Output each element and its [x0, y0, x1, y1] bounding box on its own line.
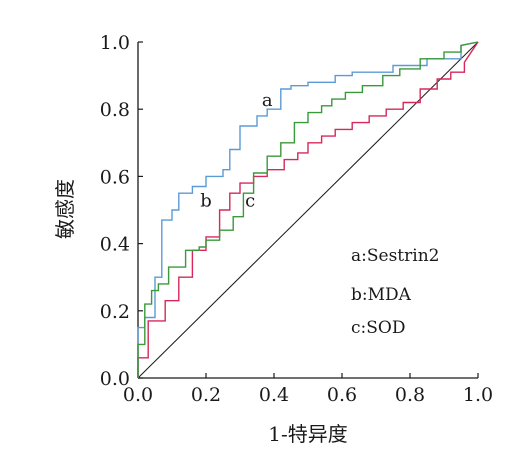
roc-curves [137, 41, 479, 379]
y-tick-label: 0.0 [100, 368, 130, 390]
reference-diagonal [137, 41, 479, 379]
curve-label-b: b [200, 191, 212, 212]
legend: a:Sestrin2 b:MDA c:SOD [351, 246, 439, 338]
y-tick-label: 0.6 [100, 166, 130, 188]
series-c-line [137, 41, 479, 378]
x-tick-label: 0.8 [395, 384, 425, 406]
curve-label-a: a [262, 90, 273, 111]
x-tick-label: 0.4 [259, 384, 289, 406]
curve-label-c: c [245, 191, 255, 212]
x-tick-label: 0.0 [123, 384, 153, 406]
x-axis-title: 1-特异度 [268, 422, 347, 446]
y-tick-label: 0.8 [100, 99, 130, 121]
y-tick-label: 0.4 [100, 234, 130, 256]
x-tick-label: 0.2 [191, 384, 221, 406]
series-a-line [137, 41, 479, 378]
y-tick-label: 1.0 [100, 32, 130, 54]
curve-labels: a b c [200, 90, 273, 212]
y-tick-label: 0.2 [100, 301, 130, 323]
series-b-line [137, 41, 479, 378]
y-axis-title: 敏感度 [53, 179, 77, 239]
legend-item-a: a:Sestrin2 [351, 246, 439, 266]
legend-item-c: c:SOD [351, 318, 405, 338]
x-tick-label: 1.0 [463, 384, 493, 406]
x-tick-label: 0.6 [327, 384, 357, 406]
axes: 0.0 0.2 0.4 0.6 0.8 1.0 0.0 0.2 0.4 0.6 0.8 1.0 [100, 32, 493, 406]
legend-item-b: b:MDA [351, 285, 412, 305]
